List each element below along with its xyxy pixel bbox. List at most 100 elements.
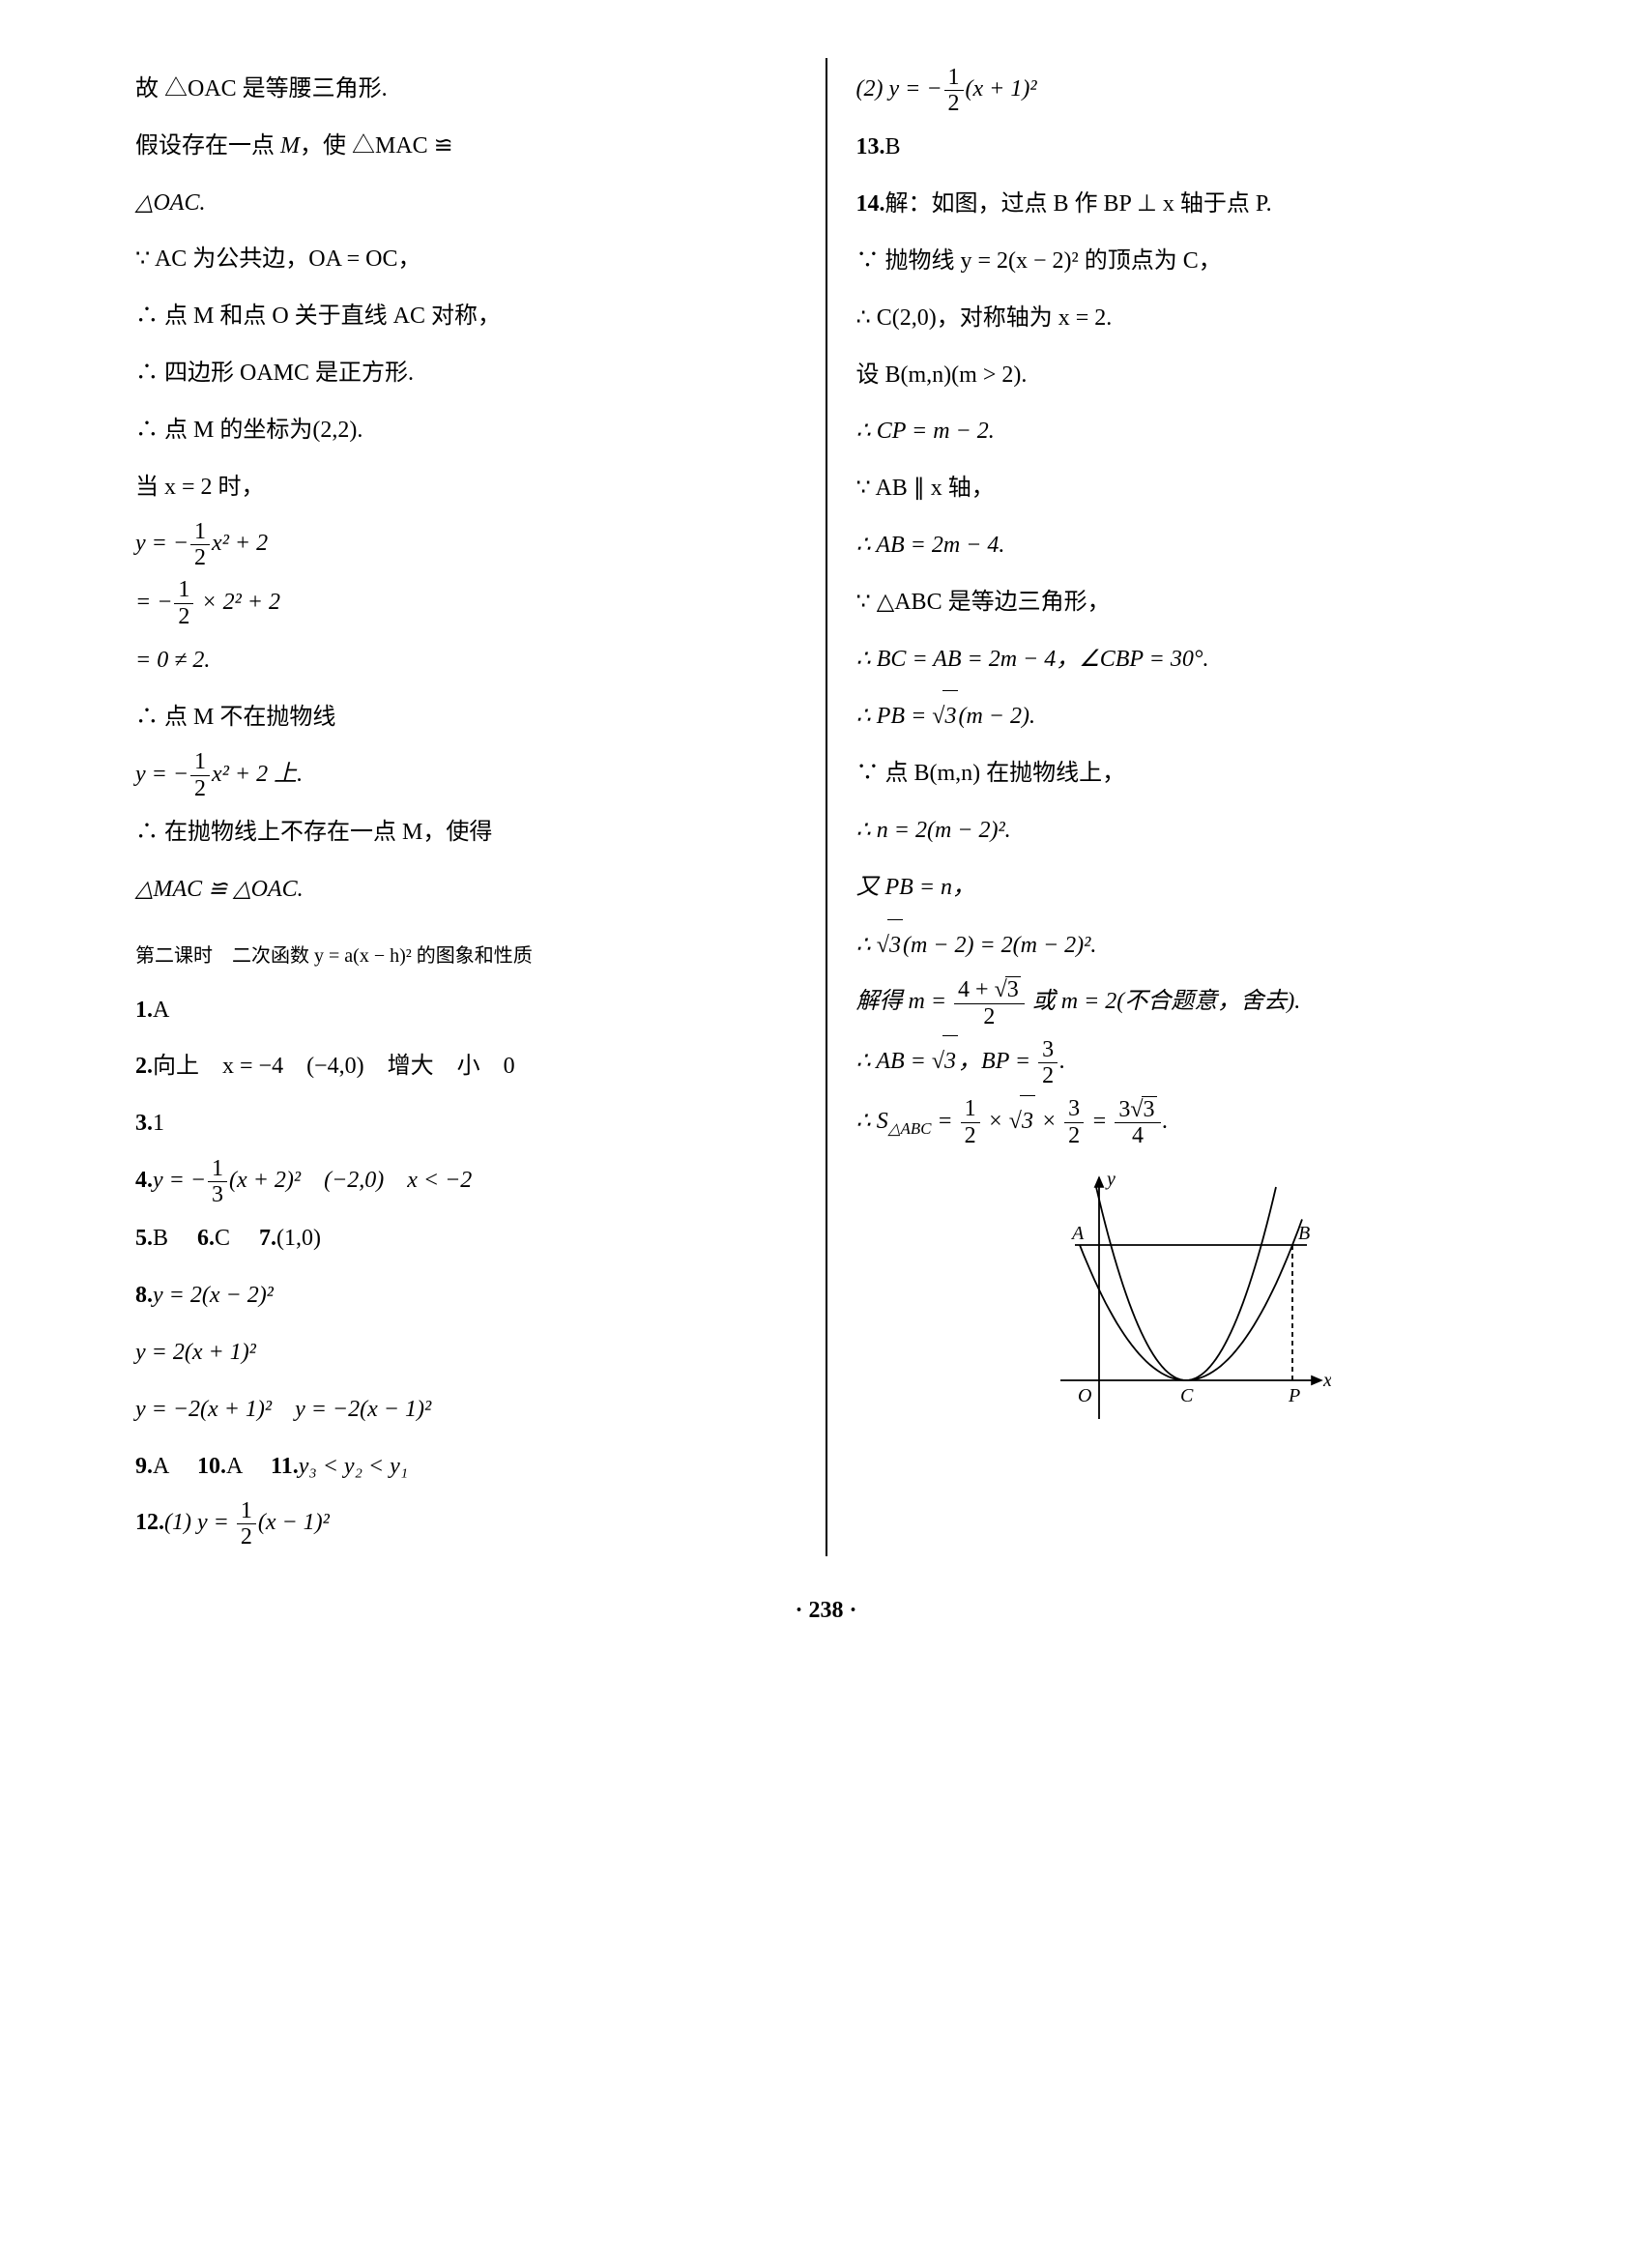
svg-text:y: y (1105, 1169, 1116, 1190)
equation: = −12 × 2² + 2 (135, 577, 797, 629)
text: (1) y = (164, 1510, 235, 1535)
qnum: 4. (135, 1168, 153, 1193)
answer: B (885, 134, 901, 159)
text: ∴ (856, 933, 877, 958)
numer: 1 (190, 519, 210, 545)
text-line: ∵ 抛物线 y = 2(x − 2)² 的顶点为 C， (856, 236, 1518, 287)
qnum: 8. (135, 1283, 153, 1308)
numer: 1 (961, 1096, 980, 1122)
text: y = − (135, 762, 188, 787)
numer: 3 (1038, 1037, 1058, 1063)
equation: = 0 ≠ 2. (135, 635, 797, 686)
svg-text:O: O (1078, 1385, 1091, 1406)
math-var: M (280, 133, 300, 159)
answer-row: 12.(1) y = 12(x − 1)² (135, 1497, 797, 1549)
denom: 2 (954, 1004, 1025, 1029)
text-line: ∴ C(2,0)，对称轴为 x = 2. (856, 293, 1518, 344)
equation: 解得 m = 4 + 32 或 m = 2(不合题意，舍去). (856, 976, 1518, 1029)
page: 故 △OAC 是等腰三角形. 假设存在一点 M，使 △MAC ≌ △OAC. ∵… (116, 58, 1536, 1556)
answer: 向上 x = −4 (−4,0) 增大 小 0 (153, 1054, 515, 1079)
text: ，BP = (958, 1049, 1036, 1074)
answer: y = 2(x − 2)² (153, 1283, 274, 1308)
numer: 1 (174, 577, 193, 603)
answer-row: 5.B 6.C 7.(1,0) (135, 1213, 797, 1264)
qnum: 13. (856, 134, 885, 159)
qnum: 10. (197, 1454, 226, 1479)
answer: A (226, 1454, 242, 1479)
numer: 1 (190, 749, 210, 775)
text: × (1035, 1109, 1062, 1134)
denom: 2 (190, 545, 210, 570)
page-number: · 238 · (116, 1585, 1536, 1636)
radicand: 3 (942, 1035, 958, 1087)
equation: ∴ BC = AB = 2m − 4，∠CBP = 30°. (856, 634, 1518, 685)
column-divider (826, 58, 827, 1556)
svg-text:A: A (1070, 1223, 1085, 1244)
text: (2) y = − (856, 76, 942, 101)
denom: 2 (174, 604, 193, 629)
text: (x + 1)² (966, 76, 1037, 101)
qnum: 6. (197, 1226, 215, 1251)
text: x² + 2 上. (212, 762, 303, 787)
denom: 2 (961, 1123, 980, 1148)
subscript: △ABC (888, 1118, 932, 1137)
text: (x + 2)² (−2,0) x < −2 (229, 1168, 472, 1193)
answer-row: 9.A 10.A 11.y₃ < y₂ < y₁ (135, 1441, 797, 1492)
svg-text:x: x (1322, 1370, 1331, 1391)
answer: A (153, 998, 169, 1023)
equation: ∴ AB = 2m − 4. (856, 520, 1518, 571)
radicand: 3 (1005, 976, 1021, 1002)
equation: ∴ CP = m − 2. (856, 406, 1518, 457)
qnum: 9. (135, 1454, 153, 1479)
text: . (1059, 1049, 1065, 1074)
equation: 又 PB = n， (856, 862, 1518, 913)
math: △OAC. (135, 190, 205, 216)
text: 如图，过点 B 作 BP ⊥ x 轴于点 P. (932, 191, 1272, 217)
denom: 3 (208, 1182, 227, 1207)
qnum: 2. (135, 1054, 153, 1079)
parabola-graph: OCPABxy (1041, 1158, 1331, 1429)
text: 解得 m = (856, 989, 953, 1014)
text: = − (135, 590, 172, 615)
denom: 2 (237, 1524, 256, 1549)
qnum: 7. (259, 1226, 276, 1251)
qnum: 12. (135, 1510, 164, 1535)
answer-row: 14.解：如图，过点 B 作 BP ⊥ x 轴于点 P. (856, 179, 1518, 230)
answer: y₃ < y₂ < y₁ (299, 1454, 408, 1479)
text-line: 故 △OAC 是等腰三角形. (135, 64, 797, 115)
text-line: ∵ AB ∥ x 轴， (856, 463, 1518, 514)
numer: 1 (237, 1498, 256, 1524)
answer-row: y = −2(x + 1)² y = −2(x − 1)² (135, 1384, 797, 1435)
answer-row: 13.B (856, 122, 1518, 173)
text: ，使 △MAC ≌ (300, 133, 453, 159)
answer-row: 8.y = 2(x − 2)² (135, 1270, 797, 1321)
text: 或 m = 2(不合题意，舍去). (1027, 989, 1301, 1014)
denom: 2 (1038, 1063, 1058, 1088)
answer-row: 2.向上 x = −4 (−4,0) 增大 小 0 (135, 1041, 797, 1092)
qnum: 14. (856, 191, 885, 217)
section-title: 第二课时 二次函数 y = a(x − h)² 的图象和性质 (135, 935, 797, 977)
answer-row: 3.1 (135, 1098, 797, 1149)
radicand: 3 (887, 919, 903, 971)
text: 假设存在一点 (135, 133, 280, 159)
text: ∴ S (856, 1109, 888, 1134)
text: × 2² + 2 (195, 590, 280, 615)
text: ∴ PB = (856, 704, 933, 729)
equation: ∴ PB = 3(m − 2). (856, 690, 1518, 742)
text: = (1086, 1109, 1113, 1134)
equation: ∴ n = 2(m − 2)². (856, 805, 1518, 856)
answer: B (153, 1226, 168, 1251)
text: 4 + (958, 977, 995, 1002)
equation: y = −12x² + 2 上. (135, 749, 797, 801)
equation: y = −12x² + 2 (135, 518, 797, 570)
text: (x − 1)² (258, 1510, 330, 1535)
text-line: ∴ 四边形 OAMC 是正方形. (135, 348, 797, 399)
text-line: △OAC. (135, 178, 797, 229)
text: = (931, 1109, 958, 1134)
answer-row: 4.y = −13(x + 2)² (−2,0) x < −2 (135, 1155, 797, 1207)
text-line: 设 B(m,n)(m > 2). (856, 350, 1518, 401)
text: x² + 2 (212, 531, 268, 556)
qnum: 1. (135, 998, 153, 1023)
equation: ∴ 3(m − 2) = 2(m − 2)². (856, 919, 1518, 971)
denom: 2 (1064, 1123, 1084, 1148)
